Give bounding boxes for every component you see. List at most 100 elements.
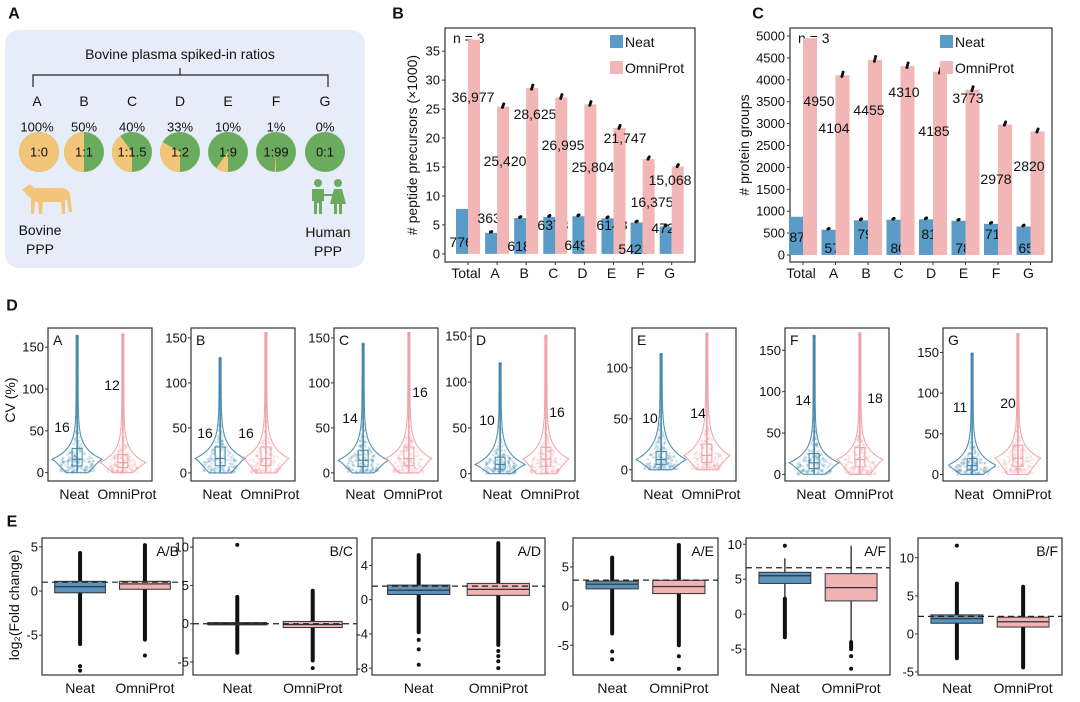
data-point bbox=[532, 465, 536, 469]
data-point bbox=[359, 468, 363, 471]
box-neat bbox=[494, 456, 506, 470]
bar-omniprot bbox=[900, 66, 915, 255]
data-point bbox=[548, 451, 551, 454]
data-point bbox=[398, 470, 402, 473]
data-point bbox=[512, 466, 516, 470]
bar-omniprot bbox=[613, 127, 626, 254]
data-point bbox=[207, 465, 210, 469]
data-point bbox=[123, 448, 127, 452]
data-point bbox=[272, 455, 276, 459]
data-point bbox=[661, 431, 665, 435]
data-point bbox=[261, 441, 265, 445]
data-point bbox=[216, 438, 220, 441]
data-point bbox=[1009, 463, 1013, 467]
y-tick-label: 10 bbox=[728, 537, 742, 552]
data-point bbox=[346, 464, 350, 468]
data-point bbox=[506, 465, 509, 469]
data-point bbox=[820, 453, 824, 457]
data-point bbox=[709, 447, 712, 450]
data-point bbox=[713, 467, 716, 470]
data-point bbox=[666, 463, 670, 466]
data-point bbox=[228, 462, 232, 465]
data-point bbox=[59, 464, 63, 467]
data-point bbox=[226, 449, 230, 453]
group-percent: 40% bbox=[119, 120, 145, 135]
data-point bbox=[410, 453, 413, 456]
data-point bbox=[398, 457, 402, 460]
x-tick-label: A bbox=[829, 265, 839, 281]
data-point bbox=[844, 470, 848, 474]
data-point bbox=[816, 457, 820, 461]
y-tick-label: 0 bbox=[323, 465, 330, 480]
replicate-dot bbox=[905, 65, 909, 69]
data-point bbox=[229, 458, 233, 462]
data-point bbox=[707, 437, 710, 440]
data-point bbox=[714, 452, 717, 455]
data-point bbox=[667, 454, 670, 458]
data-point bbox=[252, 460, 256, 464]
outlier-point bbox=[782, 543, 787, 548]
data-point bbox=[80, 445, 84, 449]
data-point bbox=[233, 459, 237, 462]
data-point bbox=[77, 431, 81, 435]
data-point bbox=[77, 461, 81, 465]
data-point bbox=[857, 434, 860, 438]
outlier-point bbox=[676, 654, 681, 659]
data-point bbox=[411, 470, 414, 473]
data-point bbox=[484, 472, 488, 475]
data-point bbox=[73, 468, 77, 472]
bar-neat bbox=[456, 208, 468, 254]
bar-omniprot bbox=[868, 59, 882, 255]
median-cv-label: 16 bbox=[54, 419, 70, 435]
data-point bbox=[232, 457, 236, 461]
data-point bbox=[124, 469, 127, 473]
data-point bbox=[972, 446, 976, 449]
data-point bbox=[866, 457, 869, 460]
data-point bbox=[272, 464, 276, 467]
panel-a: Bovine plasma spiked-in ratiosA100%1:0B5… bbox=[5, 30, 365, 268]
data-point bbox=[1003, 461, 1006, 465]
data-point bbox=[394, 461, 397, 464]
data-point bbox=[822, 460, 826, 463]
data-point bbox=[491, 453, 495, 457]
data-point bbox=[86, 457, 89, 460]
data-point bbox=[695, 465, 698, 469]
data-point bbox=[552, 468, 556, 472]
data-point bbox=[366, 466, 370, 470]
data-point bbox=[656, 446, 660, 450]
data-point bbox=[501, 465, 505, 469]
data-point bbox=[809, 442, 813, 445]
data-point bbox=[257, 467, 261, 470]
data-point bbox=[73, 437, 77, 441]
data-point bbox=[124, 456, 128, 459]
data-point bbox=[829, 462, 832, 466]
replicate-dot bbox=[860, 217, 864, 221]
bar-value-label: 4185 bbox=[918, 123, 949, 139]
data-point bbox=[404, 436, 408, 440]
data-point bbox=[550, 469, 553, 473]
data-point bbox=[978, 471, 981, 474]
median-cv-label: 16 bbox=[412, 384, 428, 400]
x-tick-label: Total bbox=[451, 265, 481, 281]
data-point bbox=[116, 469, 119, 472]
data-point bbox=[119, 448, 122, 452]
data-point bbox=[1026, 467, 1030, 470]
data-point bbox=[220, 431, 223, 435]
data-point bbox=[61, 456, 65, 460]
data-point bbox=[250, 470, 253, 474]
data-point bbox=[400, 462, 404, 465]
replicate-dot bbox=[577, 213, 581, 217]
data-point bbox=[828, 471, 831, 475]
data-point bbox=[216, 466, 219, 470]
data-point bbox=[551, 467, 555, 471]
data-point bbox=[956, 473, 959, 476]
data-point bbox=[658, 436, 661, 439]
data-point bbox=[657, 451, 660, 455]
data-point bbox=[856, 456, 859, 460]
data-point bbox=[1015, 430, 1018, 434]
data-point bbox=[554, 469, 557, 473]
box-omniprot bbox=[1012, 444, 1024, 467]
data-point bbox=[850, 461, 854, 465]
data-point bbox=[708, 466, 712, 470]
